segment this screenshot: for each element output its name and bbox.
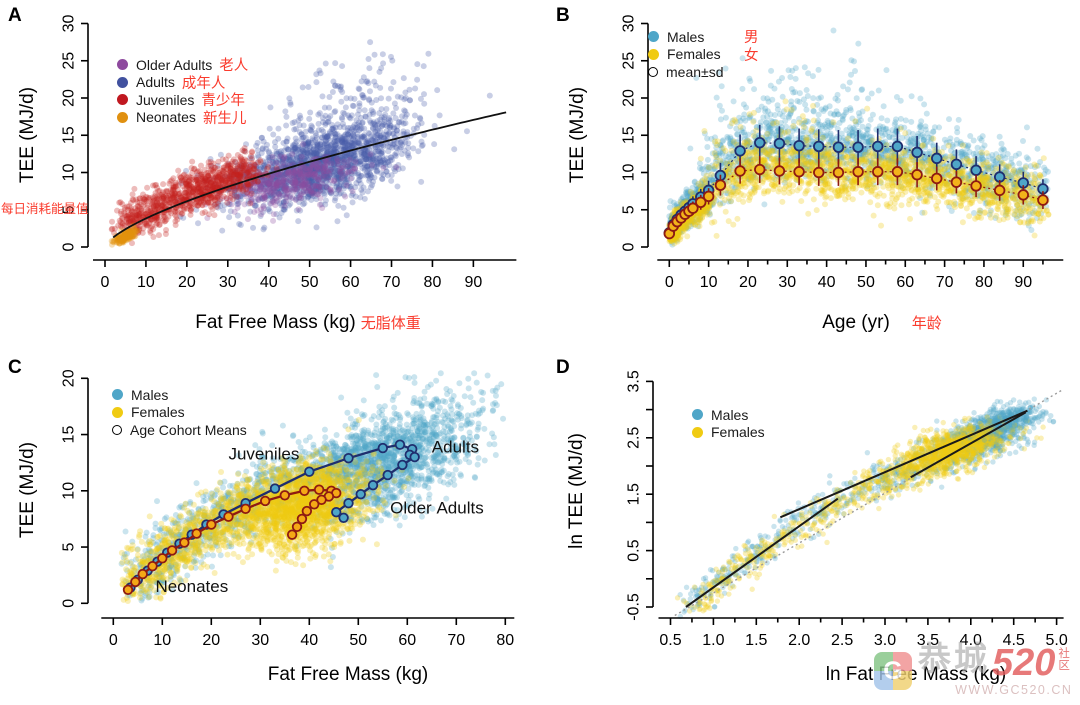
panel-d-x-axis-title: ln Fat Free Mass (kg) (825, 664, 1007, 685)
legend-dot (117, 94, 128, 106)
legend-item: Females 女 (648, 46, 759, 64)
legend-dot (112, 389, 123, 401)
legend-dot (648, 31, 659, 43)
panel-label-b: B (556, 5, 570, 26)
panel-label-c: C (8, 357, 22, 378)
legend-item: Males (112, 386, 247, 404)
panel-label-d: D (556, 357, 570, 378)
legend-dot (692, 426, 703, 438)
legend-dot (117, 111, 128, 123)
watermark-community: 社 区 (1058, 648, 1070, 672)
panel-b-x-axis-title-zh: 年龄 (911, 315, 942, 332)
legend-item: Females (112, 404, 247, 422)
panel-b-legend: Males 男 Females 女 mean±sd (648, 28, 759, 81)
watermark-logo-icon: G (874, 652, 912, 690)
legend-item: Males (692, 406, 765, 424)
legend-item: Females (692, 424, 765, 442)
legend-dot (112, 406, 123, 418)
panel-b-x-axis-title: Age (yr) 年龄 (822, 312, 942, 333)
panel-a-red-note: 每日消耗能量值 (1, 202, 89, 216)
legend-item: Males 男 (648, 28, 759, 46)
legend-item: Older Adults 老人 (117, 56, 248, 74)
panel-label-a: A (8, 5, 22, 26)
legend-item: mean±sd (648, 63, 724, 81)
panel-a-x-axis-title: Fat Free Mass (kg) 无脂体重 (195, 312, 421, 333)
panel-a-legend: Older Adults 老人 Adults 成年人 Juveniles 青少年… (117, 56, 248, 127)
legend-dot (648, 48, 659, 60)
legend-item: Neonates 新生儿 (117, 109, 248, 127)
watermark: G 恭城 520 社 区 WWW.GC520.CN (874, 644, 1072, 697)
watermark-url: WWW.GC520.CN (955, 683, 1073, 697)
watermark-number: 520 (992, 642, 1056, 684)
legend-item: Adults 成年人 (117, 74, 248, 92)
panel-c-legend: Males Females Age Cohort Means (112, 386, 247, 439)
legend-item: Age Cohort Means (112, 421, 247, 439)
legend-dot (117, 59, 128, 71)
legend-dot (692, 409, 703, 421)
legend-item: Juveniles 青少年 (117, 91, 248, 109)
panel-c-x-axis-title: Fat Free Mass (kg) (267, 664, 429, 685)
panel-a-x-axis-title-zh: 无脂体重 (360, 315, 421, 332)
open-circle-icon (112, 424, 122, 435)
legend-dot (117, 76, 128, 88)
panel-d-legend: Males Females (692, 406, 765, 441)
watermark-brand: 恭城 (918, 642, 990, 678)
open-circle-icon (648, 66, 658, 77)
